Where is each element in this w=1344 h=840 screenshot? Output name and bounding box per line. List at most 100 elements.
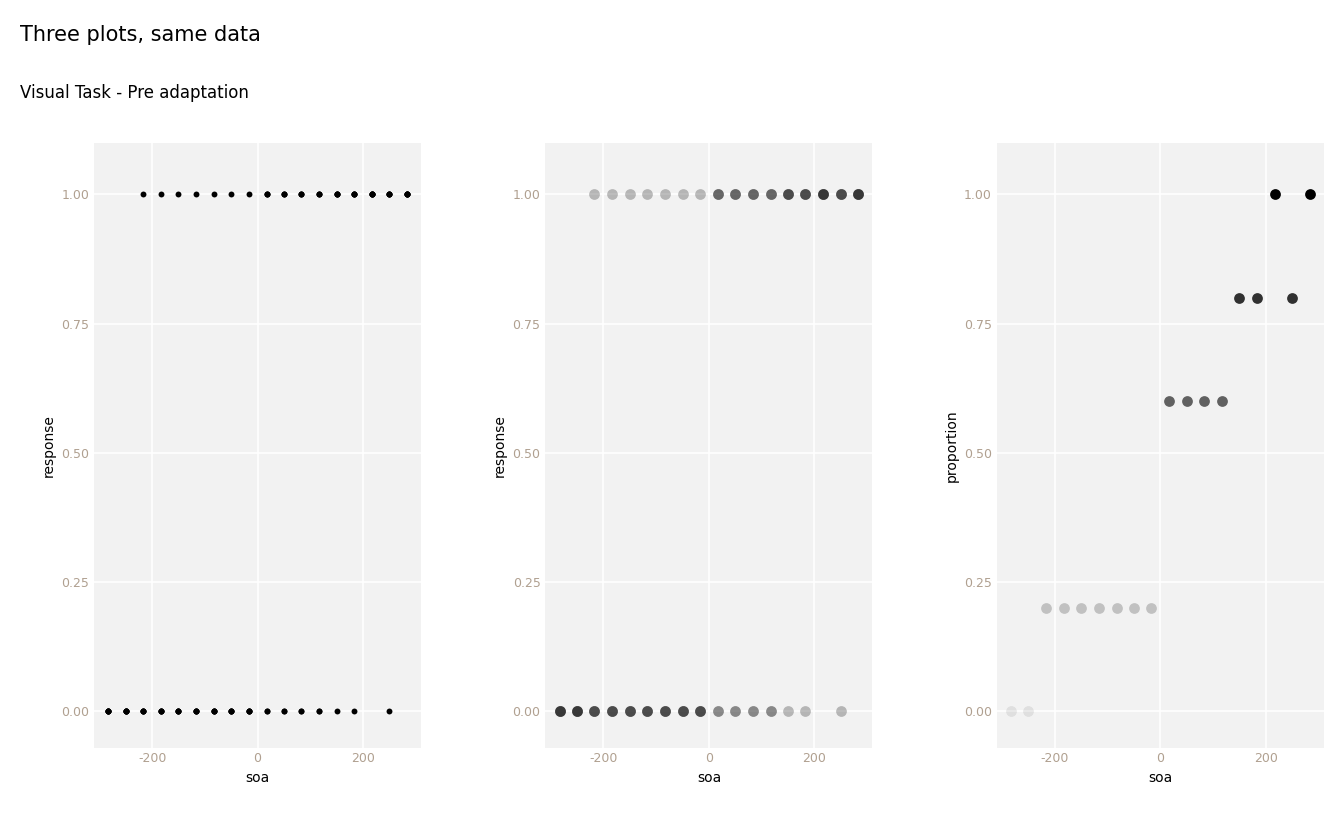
- Point: [724, 705, 746, 718]
- Point: [98, 705, 120, 718]
- Point: [133, 705, 155, 718]
- Point: [116, 705, 137, 718]
- Point: [637, 705, 659, 718]
- Point: [1141, 601, 1163, 615]
- Point: [655, 188, 676, 202]
- Point: [655, 705, 676, 718]
- Point: [168, 705, 190, 718]
- Point: [689, 705, 711, 718]
- Point: [362, 188, 383, 202]
- Point: [98, 705, 120, 718]
- Point: [689, 188, 711, 202]
- Point: [327, 188, 348, 202]
- Point: [548, 705, 570, 718]
- Point: [637, 705, 659, 718]
- Point: [1052, 601, 1074, 615]
- Point: [548, 705, 570, 718]
- Point: [238, 705, 259, 718]
- Point: [327, 188, 348, 202]
- Point: [255, 705, 277, 718]
- Point: [133, 705, 155, 718]
- Point: [759, 705, 781, 718]
- Point: [672, 705, 694, 718]
- Point: [602, 705, 624, 718]
- Point: [1176, 395, 1198, 408]
- Point: [620, 188, 641, 202]
- Point: [813, 188, 835, 202]
- Point: [831, 188, 852, 202]
- Point: [1159, 395, 1180, 408]
- Point: [133, 705, 155, 718]
- Point: [220, 705, 242, 718]
- Point: [1298, 188, 1320, 202]
- Point: [548, 705, 570, 718]
- Point: [168, 705, 190, 718]
- Point: [655, 705, 676, 718]
- Point: [1017, 705, 1039, 718]
- Point: [255, 188, 277, 202]
- Point: [290, 188, 312, 202]
- Point: [203, 705, 224, 718]
- Point: [1124, 601, 1145, 615]
- Point: [1281, 291, 1302, 305]
- Point: [848, 188, 870, 202]
- Point: [309, 188, 331, 202]
- Point: [116, 705, 137, 718]
- Point: [813, 188, 835, 202]
- Point: [831, 705, 852, 718]
- Point: [777, 188, 798, 202]
- Point: [362, 188, 383, 202]
- Point: [672, 705, 694, 718]
- Point: [794, 188, 816, 202]
- Point: [185, 705, 207, 718]
- Point: [396, 188, 418, 202]
- Point: [238, 705, 259, 718]
- Point: [742, 188, 763, 202]
- Point: [777, 705, 798, 718]
- Point: [602, 705, 624, 718]
- Text: Three plots, same data: Three plots, same data: [20, 25, 261, 45]
- Point: [1106, 601, 1128, 615]
- Point: [759, 188, 781, 202]
- Point: [707, 705, 728, 718]
- Point: [273, 188, 294, 202]
- Point: [831, 188, 852, 202]
- Point: [151, 705, 172, 718]
- Point: [620, 705, 641, 718]
- Point: [309, 188, 331, 202]
- Point: [566, 705, 587, 718]
- Point: [1228, 291, 1250, 305]
- Point: [566, 705, 587, 718]
- Point: [98, 705, 120, 718]
- Point: [344, 188, 366, 202]
- Point: [1000, 705, 1021, 718]
- Point: [777, 188, 798, 202]
- Point: [813, 188, 835, 202]
- Point: [290, 188, 312, 202]
- Point: [794, 188, 816, 202]
- Point: [116, 705, 137, 718]
- Point: [707, 705, 728, 718]
- Point: [185, 705, 207, 718]
- Point: [116, 705, 137, 718]
- Point: [1211, 395, 1232, 408]
- Point: [583, 705, 605, 718]
- Point: [396, 188, 418, 202]
- Point: [707, 188, 728, 202]
- Point: [1246, 291, 1267, 305]
- Point: [620, 705, 641, 718]
- Y-axis label: response: response: [493, 414, 507, 476]
- Point: [848, 188, 870, 202]
- Point: [168, 705, 190, 718]
- Point: [151, 188, 172, 202]
- Point: [362, 188, 383, 202]
- Point: [203, 705, 224, 718]
- Point: [724, 188, 746, 202]
- Point: [759, 705, 781, 718]
- Point: [98, 705, 120, 718]
- Point: [273, 188, 294, 202]
- Point: [831, 188, 852, 202]
- Point: [396, 188, 418, 202]
- Point: [672, 705, 694, 718]
- Point: [637, 705, 659, 718]
